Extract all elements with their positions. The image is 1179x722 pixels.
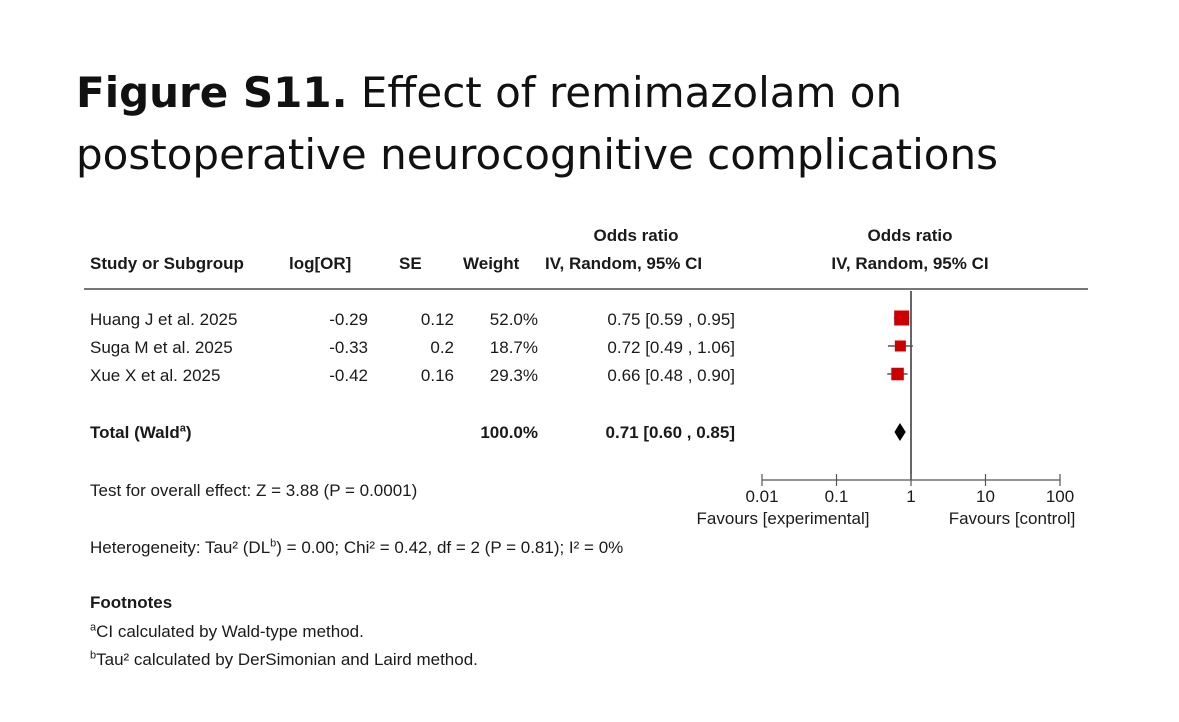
x-tick-label: 0.1 bbox=[825, 487, 849, 506]
x-tick-label: 10 bbox=[976, 487, 995, 506]
study-name: Xue X et al. 2025 bbox=[90, 366, 221, 385]
header-logor: log[OR] bbox=[289, 254, 352, 273]
study-logor: -0.29 bbox=[329, 310, 368, 329]
figure-title: Figure S11. Effect of remimazolam on pos… bbox=[76, 62, 1076, 186]
header-ci: IV, Random, 95% CI bbox=[545, 254, 703, 273]
total-ci: 0.71 [0.60 , 0.85] bbox=[605, 423, 735, 442]
footnote-b: bTau² calculated by DerSimonian and Lair… bbox=[90, 649, 478, 669]
study-weight: 18.7% bbox=[489, 338, 538, 357]
study-se: 0.16 bbox=[420, 366, 454, 385]
study-logor: -0.33 bbox=[329, 338, 368, 357]
study-se: 0.2 bbox=[430, 338, 454, 357]
favours-control-label: Favours [control] bbox=[949, 509, 1076, 528]
study-logor: -0.42 bbox=[329, 366, 368, 385]
footnote-a: aCI calculated by Wald-type method. bbox=[90, 621, 364, 641]
study-marker bbox=[891, 367, 904, 381]
study-weight: 29.3% bbox=[489, 366, 538, 385]
figure-label: Figure S11. bbox=[76, 68, 348, 117]
pooled-diamond bbox=[894, 423, 906, 441]
favours-experimental-label: Favours [experimental] bbox=[697, 509, 870, 528]
study-marker bbox=[894, 310, 910, 326]
total-label: Total (Walda) bbox=[90, 422, 192, 442]
heterogeneity-text: Heterogeneity: Tau² (DLb) = 0.00; Chi² =… bbox=[90, 537, 624, 557]
header-plot-odds-ratio: Odds ratio bbox=[867, 226, 953, 245]
header-se: SE bbox=[399, 254, 422, 273]
study-ci: 0.75 [0.59 , 0.95] bbox=[607, 310, 735, 329]
study-ci: 0.72 [0.49 , 1.06] bbox=[607, 338, 735, 357]
header-odds-ratio: Odds ratio bbox=[593, 226, 679, 245]
study-name: Huang J et al. 2025 bbox=[90, 310, 238, 329]
x-tick-label: 1 bbox=[906, 487, 915, 506]
total-weight: 100.0% bbox=[480, 423, 538, 442]
footnotes-title: Footnotes bbox=[90, 593, 173, 612]
overall-effect-text: Test for overall effect: Z = 3.88 (P = 0… bbox=[90, 481, 418, 500]
study-marker bbox=[894, 340, 906, 352]
x-tick-label: 100 bbox=[1046, 487, 1074, 506]
study-weight: 52.0% bbox=[489, 310, 538, 329]
x-tick-label: 0.01 bbox=[745, 487, 778, 506]
figure-caption: Effect of remimazolam on postoperative n… bbox=[76, 68, 998, 179]
header-plot-ci: IV, Random, 95% CI bbox=[831, 254, 989, 273]
study-se: 0.12 bbox=[420, 310, 454, 329]
header-divider bbox=[84, 288, 1088, 290]
header-study: Study or Subgroup bbox=[90, 254, 244, 273]
study-name: Suga M et al. 2025 bbox=[90, 338, 233, 357]
header-weight: Weight bbox=[463, 254, 520, 273]
study-ci: 0.66 [0.48 , 0.90] bbox=[607, 366, 735, 385]
